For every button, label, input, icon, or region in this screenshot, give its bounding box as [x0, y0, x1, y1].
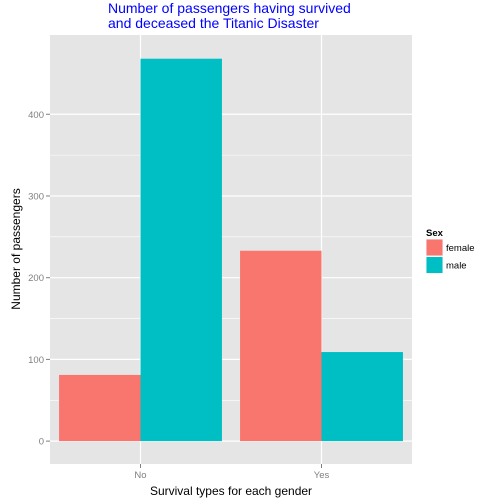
- legend-title: Sex: [426, 228, 444, 239]
- legend-label-male: male: [446, 261, 467, 272]
- y-tick-label: 100: [28, 355, 44, 366]
- legend-label-female: female: [446, 243, 475, 254]
- legend-items: female male: [426, 239, 475, 274]
- legend-swatch-female: [426, 239, 443, 256]
- legend-swatch-male: [426, 257, 443, 273]
- x-tick-label: No: [134, 470, 146, 481]
- bar-female-yes: [240, 250, 322, 442]
- y-tick-label: 300: [28, 191, 44, 202]
- y-tick-label: 0: [39, 437, 44, 448]
- bars: [59, 58, 403, 442]
- x-axis-title: Survival types for each gender: [150, 484, 312, 498]
- y-tick-label: 200: [28, 273, 44, 284]
- bar-male-yes: [321, 352, 403, 442]
- x-tick-label: Yes: [314, 470, 330, 481]
- chart-title-line-2: and deceased the Titanic Disaster: [108, 15, 319, 31]
- chart-title-line-1: Number of passengers having survived: [108, 0, 351, 16]
- y-tick-label: 400: [28, 110, 44, 121]
- bar-male-no: [140, 58, 222, 442]
- bar-female-no: [59, 374, 141, 442]
- y-axis-title: Number of passengers: [9, 188, 23, 309]
- y-axis-ticks: 0 100 200 300 400: [28, 110, 50, 448]
- legend: Sex female male: [426, 228, 475, 274]
- x-axis-ticks: No Yes: [134, 464, 329, 481]
